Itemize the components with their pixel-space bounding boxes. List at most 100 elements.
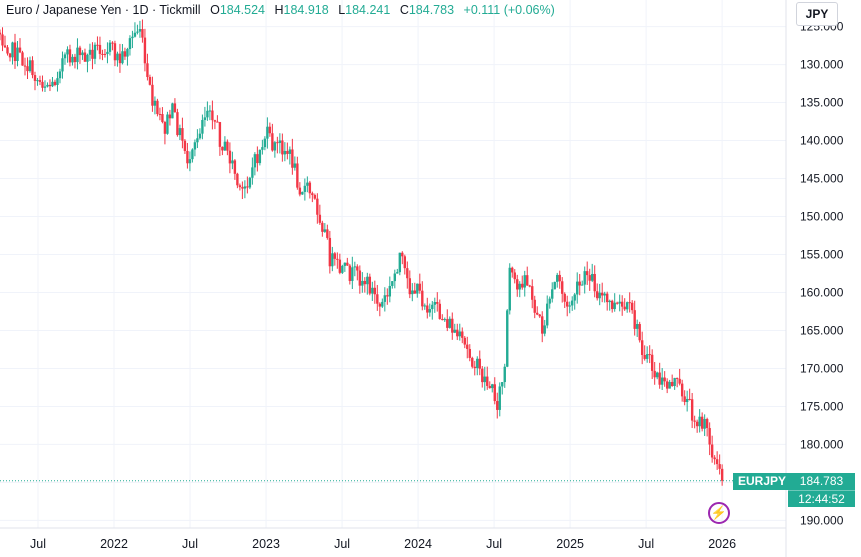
candle-body (673, 377, 676, 387)
y-tick-label: 150.000 (800, 210, 844, 224)
candle-body (583, 271, 586, 285)
candle-body (196, 138, 199, 143)
close-label: C (399, 3, 409, 17)
candle-body (703, 418, 706, 429)
candle-body (501, 382, 504, 387)
candle-body (348, 265, 352, 281)
candle-body (208, 110, 212, 112)
candle-body (411, 290, 414, 295)
candle-body (508, 267, 511, 311)
candle-body (531, 286, 534, 300)
candle-body (548, 298, 551, 304)
candle-body (378, 303, 382, 307)
candle-body (670, 381, 674, 387)
low-value: 184.241 (345, 3, 391, 17)
candle-body (488, 385, 491, 389)
candle-body (648, 354, 651, 356)
candle-body (683, 396, 686, 403)
candle-body (98, 44, 102, 54)
candle-body (643, 354, 646, 359)
candle-body (68, 49, 72, 63)
candle-body (401, 252, 404, 257)
y-tick-label: 135.000 (800, 96, 844, 110)
price-tag-symbol: EURJPY (733, 473, 788, 490)
candle-body (293, 163, 297, 168)
candle-body (323, 229, 327, 232)
candle-body (381, 301, 384, 307)
candle-body (628, 302, 631, 304)
candle-body (63, 54, 67, 59)
x-tick-label: 2026 (708, 537, 736, 551)
candle-body (383, 295, 387, 302)
candle-body (326, 229, 329, 238)
candle-body (713, 457, 716, 460)
candle-body (28, 60, 32, 72)
candle-body (546, 303, 549, 326)
candle-body (71, 56, 74, 63)
candle-body (171, 103, 174, 119)
candle-body (223, 141, 227, 151)
candle-body (291, 149, 294, 168)
candle-body (318, 214, 322, 223)
candle-body (376, 294, 379, 304)
candle-body (393, 273, 397, 282)
candle-body (391, 281, 394, 286)
candle-body (161, 114, 164, 123)
candle-body (253, 154, 257, 168)
candle-body (521, 283, 524, 288)
candle-body (705, 418, 709, 429)
candle-body (476, 358, 479, 369)
candle-body (176, 112, 179, 136)
candle-body (148, 77, 152, 85)
candle-body (606, 293, 609, 303)
candle-body (118, 53, 122, 64)
candle-body (458, 331, 461, 337)
candle-body (486, 376, 489, 386)
candle-body (561, 281, 564, 294)
lightning-icon[interactable]: ⚡ (708, 502, 730, 524)
x-tick-label: Jul (638, 537, 654, 551)
candle-body (366, 276, 369, 285)
candle-body (183, 140, 187, 151)
candle-body (1, 34, 4, 46)
candle-body (456, 329, 459, 337)
candle-body (655, 372, 659, 378)
candle-body (201, 119, 204, 134)
candle-body (620, 301, 624, 307)
candle-body (708, 428, 711, 445)
symbol-title[interactable]: Euro / Japanese Yen (6, 3, 122, 17)
candle-body (56, 78, 59, 85)
time-axis[interactable]: Jul 2022 Jul 2023 Jul 2024 Jul 2025 Jul 2026 (30, 537, 736, 551)
high-value: 184.918 (283, 3, 329, 17)
interval-label[interactable]: 1D (132, 3, 149, 17)
change-value: +0.111 (+0.06%) (463, 3, 555, 17)
candle-body (221, 146, 224, 151)
price-axis[interactable]: 125.000130.000135.000140.000145.000150.0… (800, 20, 844, 528)
candle-body (173, 103, 177, 113)
candle-body (3, 45, 7, 48)
candle-body (256, 154, 259, 164)
candle-body (38, 80, 42, 82)
candle-body (523, 275, 526, 288)
candle-body (33, 75, 37, 81)
candle-body (251, 167, 254, 178)
x-tick-label: 2023 (252, 537, 280, 551)
candle-body (685, 398, 689, 403)
candle-body (23, 65, 27, 67)
candle-body (538, 314, 541, 317)
candle-body (286, 150, 289, 154)
candle-body (178, 128, 182, 136)
candle-body (41, 81, 44, 88)
candle-body (278, 140, 282, 143)
candle-body (238, 185, 242, 188)
candle-body (186, 150, 189, 164)
candle-body (491, 384, 494, 389)
candle-body (718, 464, 721, 469)
candle-body (136, 31, 139, 33)
candle-body (353, 266, 357, 268)
currency-button[interactable]: JPY (796, 2, 838, 26)
candle-body (331, 253, 334, 267)
candle-body (645, 354, 649, 359)
candle-body (78, 47, 82, 56)
